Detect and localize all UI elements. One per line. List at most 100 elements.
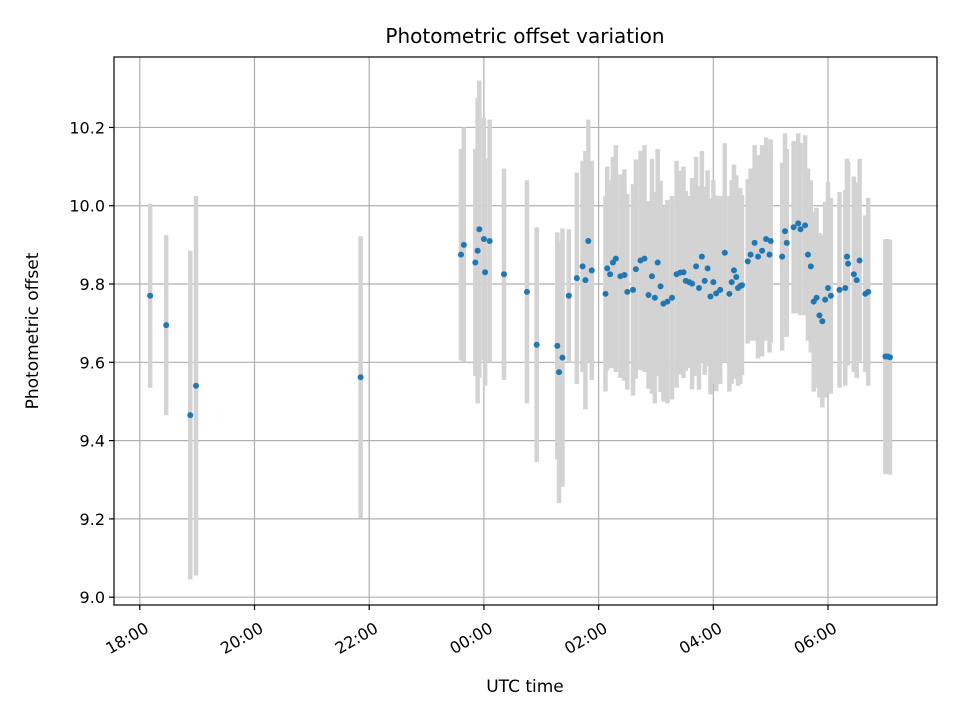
data-point: [713, 290, 720, 297]
data-point: [779, 253, 786, 260]
data-point: [621, 272, 628, 279]
data-point: [163, 322, 170, 329]
data-point: [819, 318, 826, 325]
data-point: [357, 374, 364, 381]
data-point: [689, 280, 696, 287]
data-point: [744, 258, 751, 265]
data-point: [807, 263, 814, 270]
data-point: [651, 294, 658, 301]
data-point: [695, 284, 702, 291]
data-point: [797, 226, 804, 233]
data-point: [790, 224, 797, 231]
data-point: [825, 284, 832, 291]
data-point: [707, 293, 714, 300]
y-tick-label: 9.8: [80, 275, 105, 294]
data-point: [802, 222, 809, 229]
data-point: [630, 286, 637, 293]
data-points: [147, 220, 893, 419]
data-point: [842, 284, 849, 291]
data-point: [559, 354, 566, 361]
data-point: [733, 273, 740, 280]
data-point: [698, 253, 705, 260]
data-point: [187, 412, 194, 419]
data-point: [585, 237, 592, 244]
data-point: [680, 269, 687, 276]
data-point: [641, 255, 648, 262]
data-point: [147, 292, 154, 299]
data-point: [751, 239, 758, 246]
y-tick-label: 10.2: [69, 118, 105, 137]
data-point: [783, 239, 790, 246]
data-point: [588, 267, 595, 274]
data-point: [607, 271, 614, 278]
data-point: [480, 236, 487, 243]
data-point: [755, 253, 762, 260]
data-point: [766, 251, 773, 258]
data-point: [721, 249, 728, 256]
data-point: [827, 292, 834, 299]
data-point: [476, 226, 483, 233]
y-tick-label: 9.2: [80, 510, 105, 529]
data-point: [523, 288, 530, 295]
data-point: [612, 255, 619, 262]
data-point: [886, 354, 893, 361]
data-point: [500, 271, 507, 278]
data-point: [632, 266, 639, 273]
data-point: [759, 247, 766, 254]
data-point: [747, 251, 754, 258]
data-point: [573, 275, 580, 282]
data-point: [845, 260, 852, 267]
data-point: [602, 290, 609, 297]
data-point: [767, 237, 774, 244]
y-axis: 9.0 9.2 9.4 9.6 9.8 10.0 10.2: [69, 118, 114, 607]
data-point: [565, 292, 572, 299]
data-point: [554, 342, 561, 349]
data-point: [856, 257, 863, 264]
data-point: [853, 277, 860, 284]
data-point: [763, 236, 770, 243]
data-point: [657, 283, 664, 290]
data-point: [816, 312, 823, 319]
data-point: [795, 220, 802, 227]
data-point: [654, 259, 661, 266]
x-axis-title: UTC time: [486, 677, 564, 697]
data-point: [579, 263, 586, 270]
data-point: [556, 369, 563, 376]
y-tick-label: 9.6: [80, 353, 105, 372]
chart-title: Photometric offset variation: [385, 24, 664, 48]
y-tick-label: 10.0: [69, 197, 105, 216]
data-point: [717, 286, 724, 293]
data-point: [813, 294, 820, 301]
data-point: [728, 279, 735, 286]
y-tick-label: 9.0: [80, 588, 105, 607]
data-point: [850, 271, 857, 278]
data-point: [482, 269, 489, 276]
data-point: [645, 291, 652, 298]
data-point: [726, 290, 733, 297]
data-point: [472, 259, 479, 266]
data-point: [460, 241, 467, 248]
data-point: [193, 382, 200, 389]
data-point: [486, 237, 493, 244]
data-point: [739, 282, 746, 289]
data-point: [704, 265, 711, 272]
data-point: [865, 288, 872, 295]
data-point: [843, 253, 850, 260]
data-point: [624, 288, 631, 295]
data-point: [604, 265, 611, 272]
data-point: [710, 279, 717, 286]
data-point: [533, 341, 540, 348]
data-point: [730, 267, 737, 274]
data-point: [836, 286, 843, 293]
data-point: [693, 263, 700, 270]
y-axis-title: Photometric offset: [23, 252, 43, 409]
y-tick-label: 9.4: [80, 432, 105, 451]
data-point: [648, 273, 655, 280]
plot-frame: [113, 56, 938, 606]
data-point: [457, 251, 464, 258]
data-point: [582, 277, 589, 284]
data-point: [822, 296, 829, 303]
data-point: [669, 294, 676, 301]
data-point: [804, 251, 811, 258]
